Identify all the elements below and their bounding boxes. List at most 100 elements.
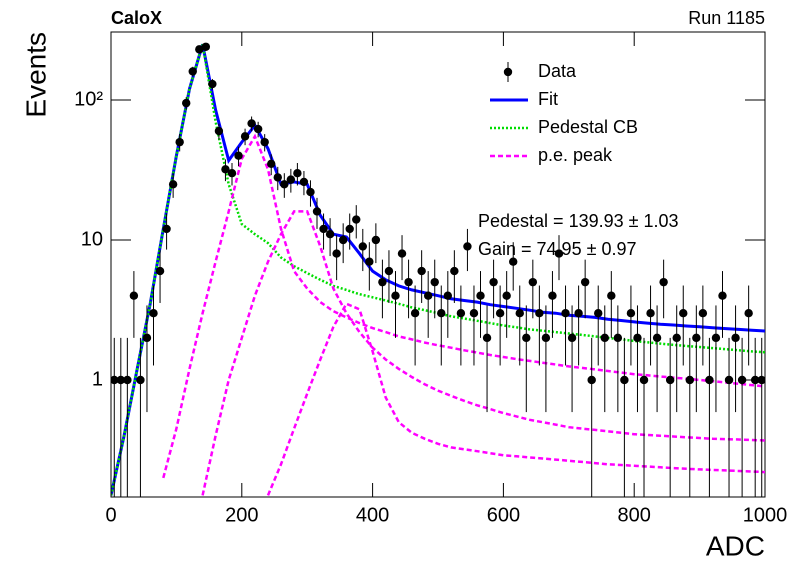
x-tick-label: 400	[356, 504, 389, 526]
data-point	[528, 277, 538, 287]
data-point	[175, 137, 184, 147]
data-point	[227, 169, 237, 178]
data-point	[594, 309, 603, 318]
data-point	[580, 277, 590, 287]
data-point	[463, 242, 472, 251]
data-point	[705, 375, 714, 385]
annotation: Gain = 74.95 ± 0.97	[478, 239, 637, 259]
legend-label: Fit	[538, 89, 558, 109]
data-point	[358, 242, 367, 251]
x-tick-label: 0	[105, 504, 116, 526]
data-point	[240, 132, 250, 141]
data-point	[312, 207, 322, 216]
data-point	[286, 175, 296, 184]
data-point	[214, 126, 224, 136]
data-point	[397, 249, 407, 258]
data-point	[672, 333, 681, 343]
detector-label: CaloX	[111, 8, 162, 28]
data-point	[273, 173, 282, 182]
data-point	[162, 224, 171, 234]
data-point	[554, 249, 564, 258]
data-point	[535, 309, 544, 318]
data-point	[338, 235, 348, 245]
data-point	[489, 277, 498, 287]
data-point	[253, 124, 263, 134]
x-tick-label: 800	[618, 504, 651, 526]
x-tick-label: 200	[225, 504, 258, 526]
run-label: Run 1185	[688, 8, 765, 28]
data-point	[378, 277, 387, 287]
x-axis-label: ADC	[706, 530, 765, 561]
data-point	[561, 309, 570, 318]
data-point	[136, 375, 145, 385]
data-point	[548, 291, 557, 300]
data-point	[410, 309, 420, 318]
data-point	[620, 375, 629, 385]
data-point	[607, 291, 616, 300]
data-point	[188, 67, 197, 76]
data-point	[247, 119, 256, 128]
data-point	[195, 45, 204, 54]
data-point	[221, 165, 230, 174]
data-point	[476, 291, 485, 300]
fit-curve	[266, 302, 765, 496]
data-point	[319, 224, 328, 234]
data-point	[168, 180, 178, 189]
y-tick-label: 1	[92, 368, 103, 390]
data-point	[293, 169, 302, 178]
data-point	[685, 375, 694, 385]
data-point	[541, 333, 551, 343]
data-point	[731, 333, 740, 343]
data-point	[443, 291, 453, 300]
plot-area	[111, 42, 765, 497]
data-point	[711, 333, 721, 343]
data-point	[423, 291, 433, 300]
fit-curve	[111, 43, 765, 496]
legend-swatch	[503, 67, 513, 77]
data-point	[469, 309, 479, 318]
data-point	[482, 333, 492, 343]
data-point	[352, 215, 361, 224]
data-point	[652, 333, 662, 343]
data-point	[280, 180, 289, 189]
data-point	[260, 137, 269, 147]
data-point	[430, 277, 439, 287]
legend-label: Data	[538, 61, 577, 81]
data-point	[692, 333, 701, 343]
data-point	[646, 309, 655, 318]
legend-label: p.e. peak	[538, 145, 613, 165]
data-point	[234, 151, 243, 160]
data-point	[737, 375, 747, 385]
data-point	[698, 309, 708, 318]
data-point	[659, 277, 668, 287]
data-point	[404, 277, 413, 287]
data-point	[417, 266, 426, 276]
data-point	[522, 333, 531, 343]
data-point	[679, 309, 688, 318]
data-point	[502, 291, 511, 300]
data-point	[495, 309, 505, 318]
data-point	[724, 375, 734, 385]
data-point	[365, 257, 374, 266]
fit-curve	[201, 210, 765, 496]
fit-curve	[111, 43, 765, 496]
data-point	[567, 333, 577, 343]
data-point	[456, 309, 466, 318]
data-point	[371, 235, 381, 245]
data-point	[613, 333, 623, 343]
data-point	[744, 309, 753, 318]
data-point	[509, 257, 518, 266]
plot-frame	[110, 31, 766, 498]
annotation: Pedestal = 139.93 ± 1.03	[478, 211, 679, 231]
x-tick-label: 1000	[743, 504, 788, 526]
y-tick-label: 10	[81, 228, 103, 250]
data-point	[450, 266, 459, 276]
data-point	[306, 187, 315, 197]
data-point	[208, 79, 217, 89]
data-point	[391, 291, 400, 300]
data-point	[718, 291, 727, 300]
data-point	[299, 177, 309, 187]
data-point	[142, 333, 152, 343]
fit-curve	[162, 133, 765, 479]
